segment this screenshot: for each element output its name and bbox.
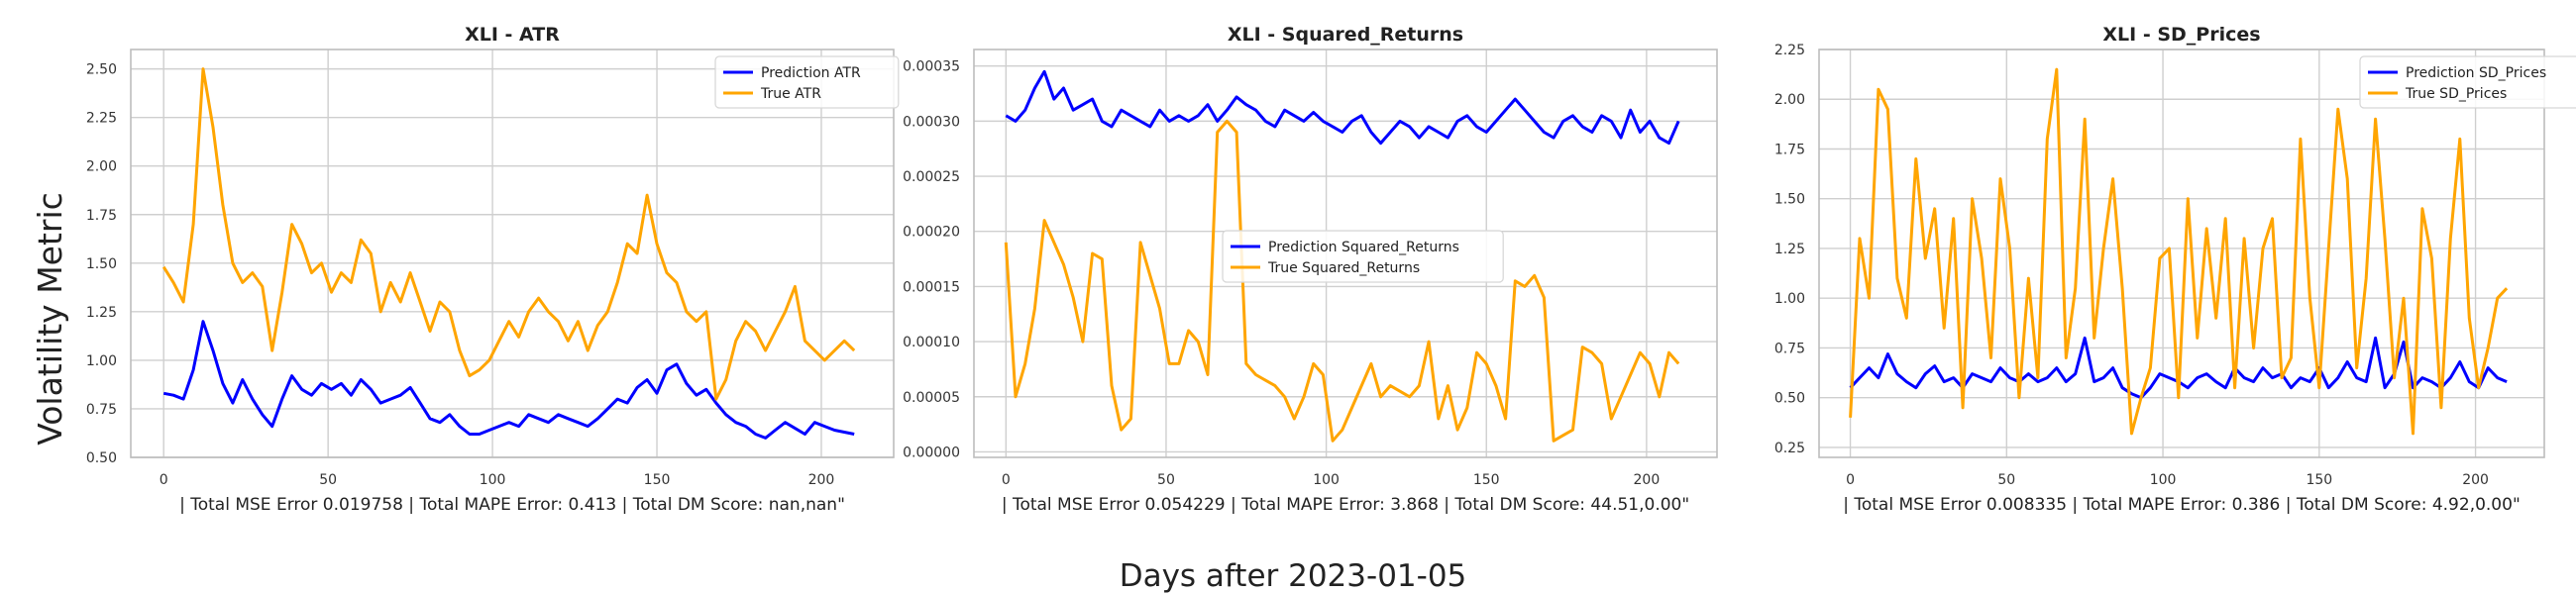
y-tick-label: 0.00005 [903, 390, 960, 406]
plot-area [131, 50, 894, 457]
series-line-true [1004, 119, 1680, 443]
y-tick-label: 0.00020 [903, 225, 960, 241]
y-tick-label: 0.00035 [903, 59, 960, 75]
x-tick-label: 200 [808, 472, 835, 488]
x-tick-label: 100 [2150, 472, 2177, 488]
y-tick-label: 1.50 [1774, 192, 1805, 208]
legend-box [714, 55, 900, 109]
y-tick-label: 0.75 [86, 402, 117, 418]
legend-entry: Prediction ATR [761, 65, 861, 81]
y-tick-label: 0.75 [1774, 341, 1805, 356]
chart-title: XLI - SD_Prices [2102, 24, 2260, 46]
chart-x-label: | Total MSE Error 0.054229 | Total MAPE … [1002, 495, 1689, 515]
plot-frame [1818, 49, 2545, 458]
plot-frame [973, 49, 1718, 458]
x-tick-label: 0 [1846, 472, 1855, 488]
series-line-true [1849, 67, 2509, 436]
legend: Prediction SD_Prices True SD_Prices [2359, 55, 2576, 109]
x-tick-label: 100 [480, 472, 506, 488]
series-line-prediction [1005, 69, 1680, 146]
legend-entry: Prediction SD_Prices [2406, 65, 2546, 81]
chart-title: XLI - Squared_Returns [1228, 24, 1463, 46]
legend-box [2359, 55, 2576, 109]
chart-panel-2: 0.00000 0.00005 0.00010 0.00015 0.00020 0.000… [903, 24, 1718, 515]
y-tick-label: 1.50 [86, 256, 117, 272]
x-tick-label: 0 [160, 472, 168, 488]
chart-panel-1: 0.50 0.75 1.00 1.25 1.50 1.75 2.00 2.25 2.50 0 50 1… [86, 24, 900, 515]
legend-entry: True Squared_Returns [1267, 260, 1420, 276]
legend-entry: True SD_Prices [2405, 86, 2507, 102]
figure-y-label: Volatility Metric [31, 192, 69, 446]
x-tick-label: 50 [1157, 472, 1175, 488]
x-tick-label: 150 [644, 472, 671, 488]
y-tick-label: 0.25 [1774, 441, 1805, 456]
legend-entry: Prediction Squared_Returns [1268, 240, 1459, 255]
figure-x-label: Days after 2023-01-05 [1120, 558, 1467, 594]
legend-entry: True ATR [760, 86, 821, 102]
chart-title: XLI - ATR [465, 24, 560, 46]
y-tick-label: 1.75 [86, 208, 117, 224]
y-tick-label: 2.25 [1774, 43, 1805, 58]
chart-panel-3: 0.25 0.50 0.75 1.00 1.25 1.50 1.75 2.00 2.25 0 50 1… [1774, 24, 2576, 515]
x-tick-label: 150 [2306, 472, 2332, 488]
y-tick-label: 1.75 [1774, 142, 1805, 157]
legend: Prediction ATR True ATR [714, 55, 900, 109]
plot-frame [130, 49, 895, 458]
y-tick-label: 1.00 [1774, 291, 1805, 307]
legend-box [1222, 230, 1504, 283]
y-tick-label: 1.25 [86, 305, 117, 321]
y-tick-label: 1.00 [86, 353, 117, 369]
x-tick-label: 200 [2462, 472, 2489, 488]
x-tick-label: 0 [1002, 472, 1011, 488]
chart-x-label: | Total MSE Error 0.008335 | Total MAPE … [1843, 495, 2521, 515]
series-line-prediction [162, 320, 855, 440]
y-tick-label: 2.25 [86, 111, 117, 127]
y-tick-label: 0.50 [1774, 391, 1805, 407]
y-tick-label: 2.50 [86, 62, 117, 78]
y-tick-label: 2.00 [1774, 92, 1805, 108]
x-tick-label: 50 [319, 472, 337, 488]
y-tick-label: 0.00010 [903, 335, 960, 350]
chart-x-label: | Total MSE Error 0.019758 | Total MAPE … [179, 495, 845, 515]
y-tick-label: 0.00030 [903, 114, 960, 130]
legend: Prediction Squared_Returns True Squared_R… [1222, 230, 1504, 283]
x-tick-label: 150 [1473, 472, 1500, 488]
y-tick-label: 2.00 [86, 159, 117, 175]
chart-panels: 0.50 0.75 1.00 1.25 1.50 1.75 2.00 2.25 2.50 0 50 1… [86, 24, 2576, 515]
series-line-true [161, 67, 856, 401]
y-tick-label: 0.00015 [903, 279, 960, 295]
y-tick-label: 0.00025 [903, 169, 960, 185]
x-tick-label: 100 [1313, 472, 1340, 488]
y-tick-label: 0.50 [86, 450, 117, 466]
plot-area [1819, 50, 2544, 457]
y-tick-label: 0.00000 [903, 445, 960, 460]
x-tick-label: 200 [1634, 472, 1661, 488]
x-tick-label: 50 [1997, 472, 2015, 488]
y-tick-label: 1.25 [1774, 242, 1805, 257]
